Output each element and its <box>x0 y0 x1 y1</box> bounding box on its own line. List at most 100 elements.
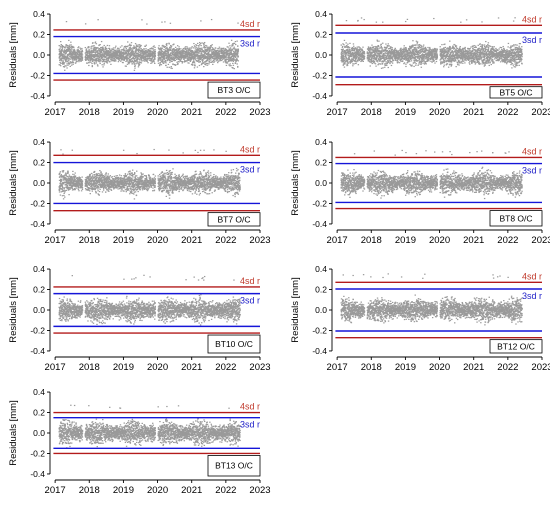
residual-point <box>430 50 432 52</box>
residual-point <box>445 51 447 53</box>
residual-point <box>151 62 153 64</box>
residual-point <box>443 54 446 56</box>
residual-point <box>151 57 153 60</box>
residual-point <box>106 60 108 62</box>
residual-point <box>187 62 189 64</box>
residual-point <box>173 48 175 50</box>
residual-point <box>88 61 90 64</box>
residual-point <box>451 50 454 52</box>
residual-point <box>140 58 143 60</box>
residual-point <box>436 53 439 55</box>
residual-point <box>343 39 346 41</box>
residual-point <box>353 55 355 57</box>
residual-point <box>377 45 380 47</box>
residual-point <box>209 50 211 52</box>
residual-point <box>420 54 423 56</box>
residual-point <box>376 47 378 49</box>
residual-point <box>99 58 101 60</box>
residual-point <box>139 49 141 51</box>
residual-point <box>231 45 233 47</box>
residual-point <box>341 61 343 63</box>
residual-point <box>91 62 93 65</box>
residual-point <box>166 47 168 49</box>
sd4-label: 4sd r <box>240 19 260 29</box>
residual-point <box>180 50 182 52</box>
residual-point <box>389 49 391 52</box>
residual-point <box>147 51 149 54</box>
residual-point <box>390 46 392 48</box>
residual-point <box>164 21 166 23</box>
residual-point <box>425 56 428 58</box>
residual-point <box>211 56 214 58</box>
residual-point <box>449 49 451 51</box>
residual-point <box>101 64 103 66</box>
residual-point <box>64 57 66 59</box>
residual-point <box>68 44 71 46</box>
residual-point <box>143 53 145 55</box>
residual-point <box>114 51 116 53</box>
residual-point <box>346 60 349 62</box>
residual-point <box>133 45 135 47</box>
residual-point <box>178 48 181 50</box>
residual-point <box>230 60 232 62</box>
residual-point <box>208 60 210 63</box>
residual-point <box>95 49 97 51</box>
residual-point <box>162 46 165 48</box>
residual-point <box>354 51 356 54</box>
residual-point <box>106 51 109 53</box>
residual-point <box>92 54 94 56</box>
residual-point <box>418 56 420 58</box>
residual-point <box>157 47 160 49</box>
residual-point <box>417 64 419 66</box>
residual-point <box>411 58 413 60</box>
residual-point <box>352 63 354 65</box>
residual-point <box>400 51 402 53</box>
residual-point <box>143 59 146 61</box>
residual-point <box>71 53 73 55</box>
residual-point <box>223 49 226 51</box>
residual-point <box>210 59 212 61</box>
residual-point <box>195 44 197 46</box>
residual-point <box>162 54 165 56</box>
residual-point <box>416 50 418 52</box>
residual-point <box>370 57 373 59</box>
residual-point <box>182 51 185 53</box>
residual-point <box>207 49 209 51</box>
residual-point <box>171 67 173 70</box>
residual-point <box>62 62 64 64</box>
residual-point <box>384 64 387 66</box>
residual-point <box>357 50 360 52</box>
residual-point <box>218 60 220 62</box>
residual-point <box>431 61 433 63</box>
residual-point <box>91 65 94 68</box>
residual-point <box>73 57 76 59</box>
residual-point <box>135 63 137 65</box>
residual-point <box>98 56 100 58</box>
residual-point <box>180 57 182 59</box>
residual-point <box>98 58 100 61</box>
residual-point <box>363 18 365 21</box>
residual-point <box>442 52 445 54</box>
residual-point <box>159 61 161 64</box>
residual-point <box>449 59 452 61</box>
residual-point <box>127 53 130 55</box>
residual-point <box>91 56 93 59</box>
residual-point <box>161 50 163 53</box>
residual-point <box>128 63 130 65</box>
residual-point <box>371 62 373 65</box>
residual-point <box>102 49 105 51</box>
residual-point <box>359 48 361 51</box>
residual-point <box>424 62 426 64</box>
residual-point <box>421 46 423 48</box>
residual-point <box>413 44 415 46</box>
residual-point <box>395 58 397 60</box>
residual-point <box>129 53 131 55</box>
residual-point <box>80 48 82 50</box>
residual-point <box>59 56 61 58</box>
residual-point <box>133 69 136 71</box>
residual-point <box>147 50 150 52</box>
residual-point <box>387 61 389 64</box>
residual-point <box>385 58 388 60</box>
residual-point <box>210 53 213 55</box>
residual-point <box>394 50 396 52</box>
